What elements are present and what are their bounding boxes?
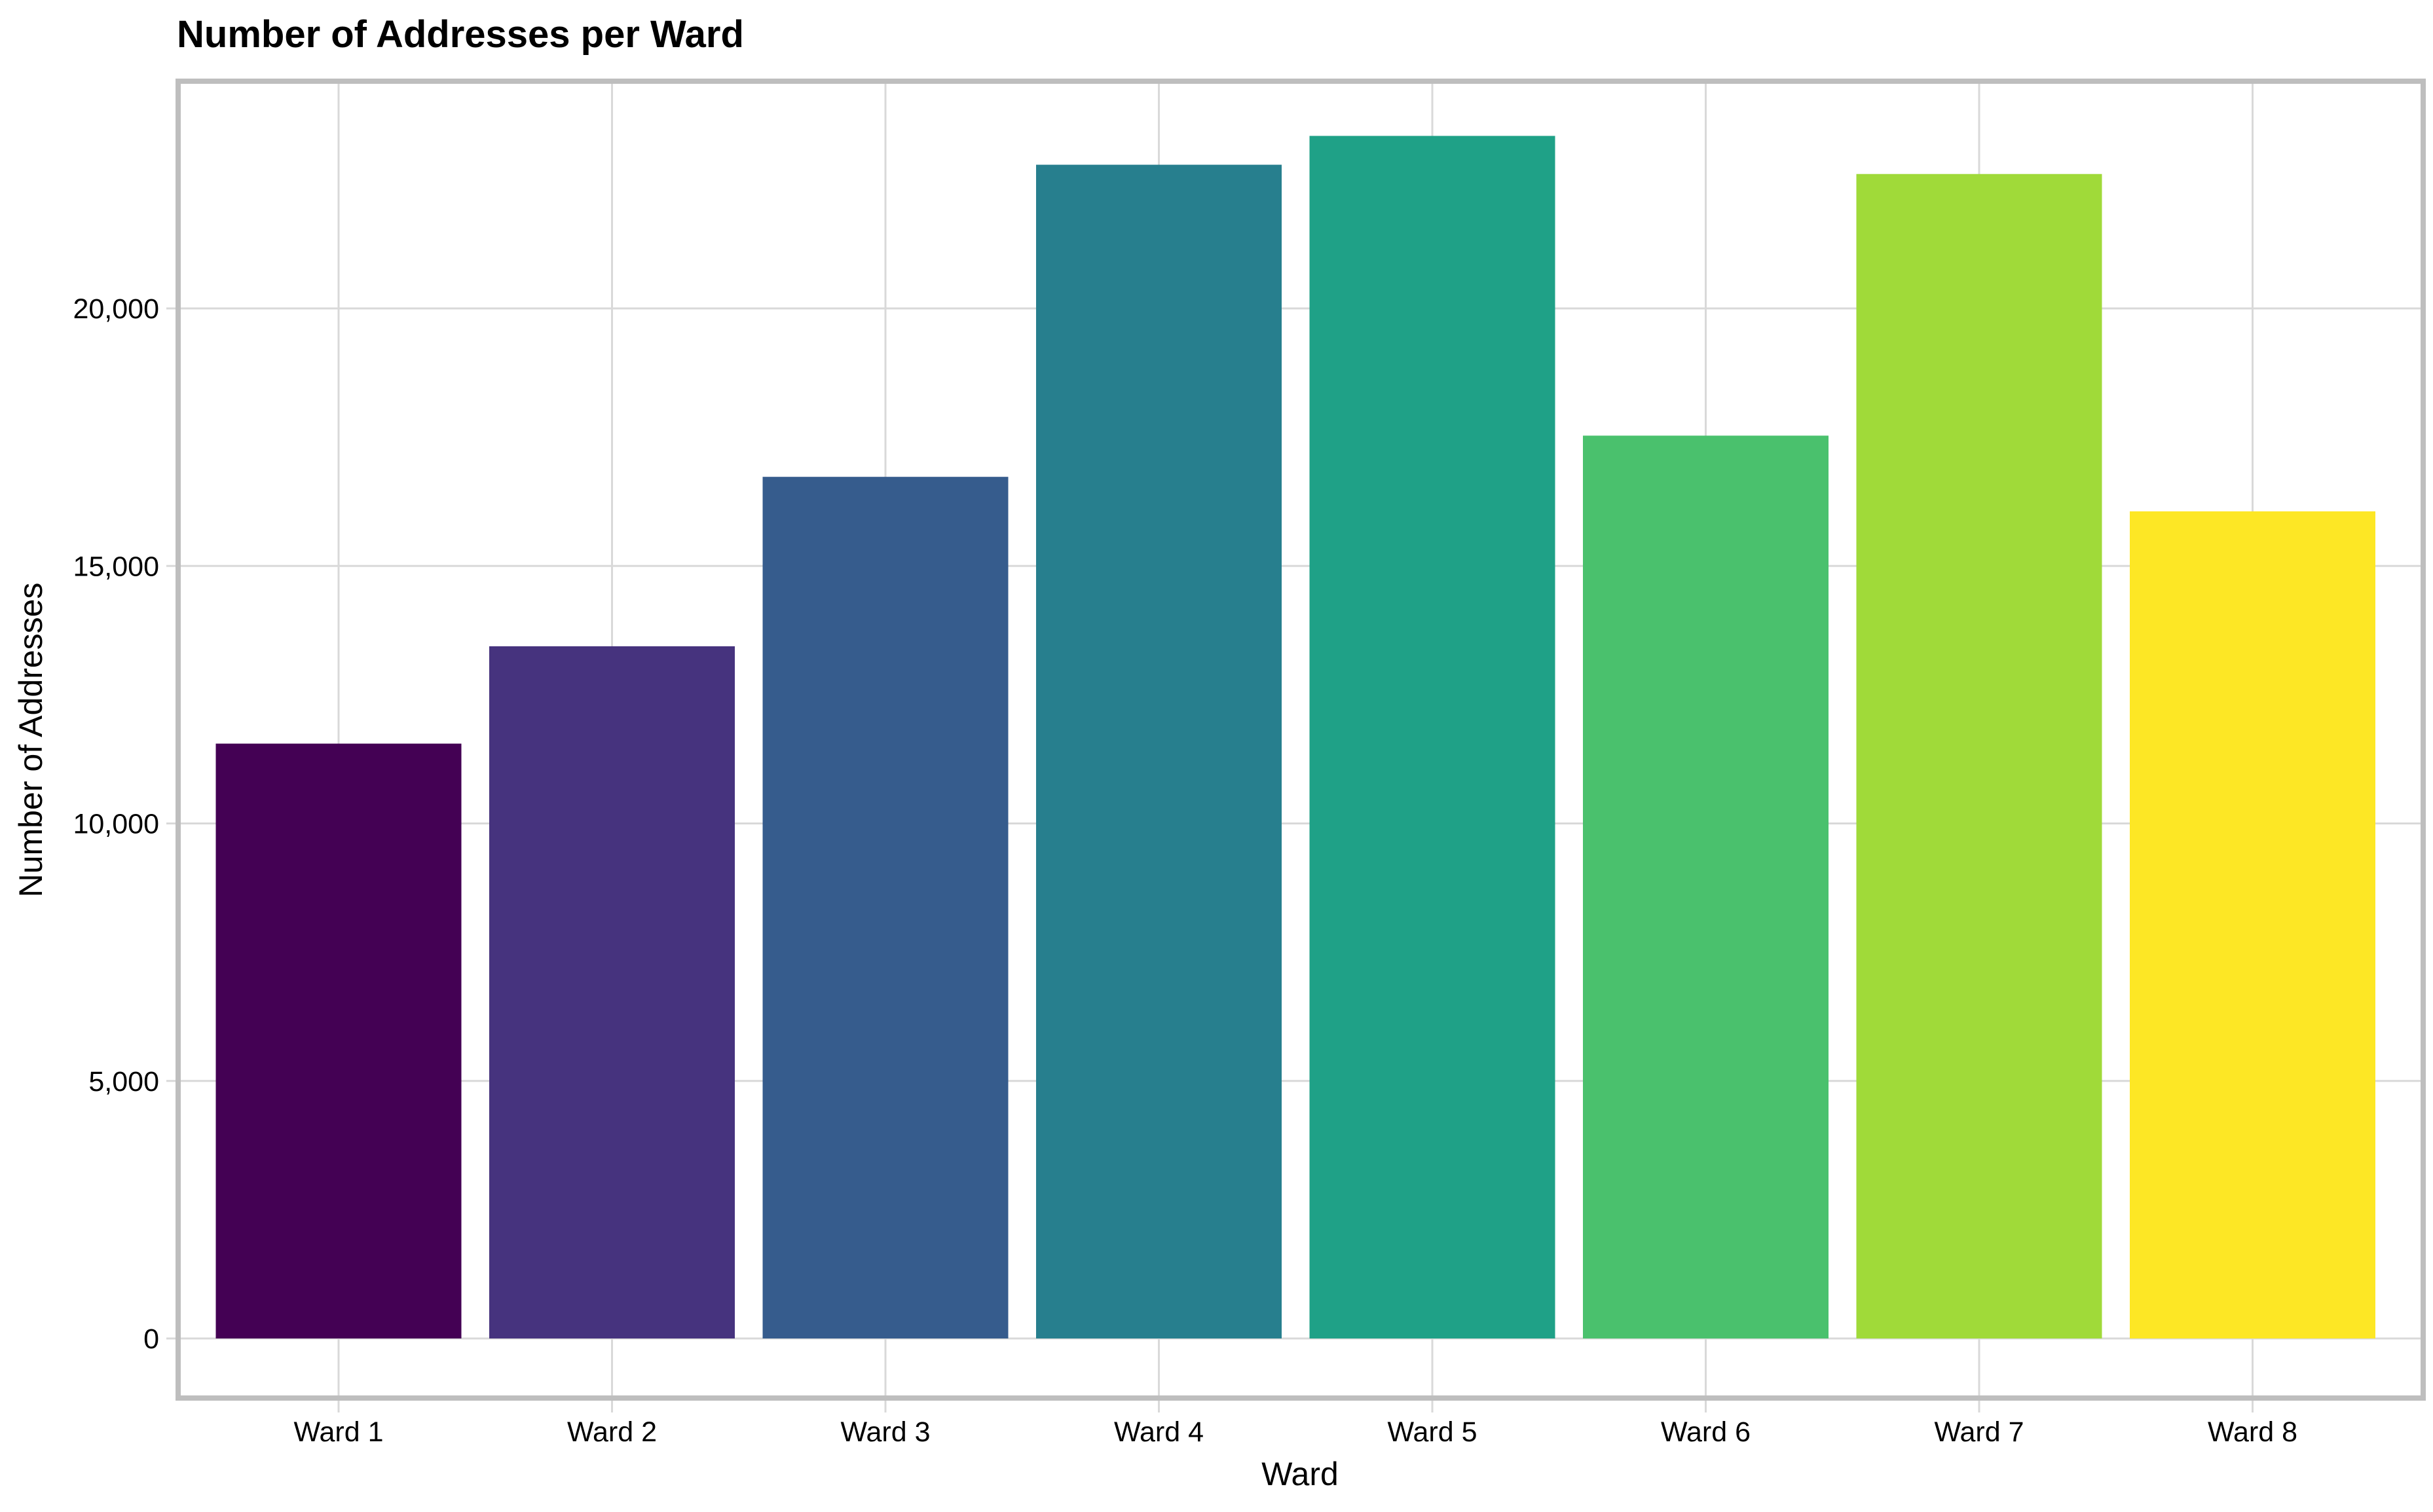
y-tick-label: 5,000 (88, 1066, 159, 1097)
plot-frame (176, 79, 2426, 1401)
y-tick-label: 15,000 (73, 551, 159, 582)
x-tick-label: Ward 5 (1388, 1416, 1477, 1448)
chart-title: Number of Addresses per Ward (177, 13, 744, 56)
bar-ward-8 (2130, 511, 2375, 1338)
x-tick-label: Ward 7 (1935, 1416, 2024, 1448)
bar-ward-4 (1036, 164, 1282, 1338)
bars (215, 136, 2375, 1339)
bar-ward-5 (1309, 136, 1555, 1339)
bar-ward-3 (762, 477, 1009, 1338)
x-tick-label: Ward 6 (1661, 1416, 1751, 1448)
x-tick-label: Ward 4 (1114, 1416, 1204, 1448)
bar-ward-1 (215, 743, 462, 1338)
bar-ward-7 (1856, 174, 2102, 1338)
x-tick-label: Ward 1 (294, 1416, 384, 1448)
bar-ward-6 (1583, 435, 1829, 1338)
bar-ward-2 (489, 646, 735, 1338)
y-tick-label: 0 (143, 1323, 159, 1355)
x-tick-label: Ward 8 (2208, 1416, 2297, 1448)
y-tick-label: 20,000 (73, 293, 159, 325)
x-tick-label: Ward 2 (567, 1416, 657, 1448)
x-tick-label: Ward 3 (841, 1416, 931, 1448)
x-axis-ticks: Ward 1 Ward 2 Ward 3 Ward 4 Ward 5 Ward 6 Ward… (294, 1401, 2297, 1448)
y-axis-title: Number of Addresses (12, 583, 49, 898)
x-axis-title: Ward (1261, 1456, 1339, 1492)
y-tick-label: 10,000 (73, 809, 159, 840)
y-axis-ticks: 0 5,000 10,000 15,000 20,000 (73, 293, 178, 1355)
